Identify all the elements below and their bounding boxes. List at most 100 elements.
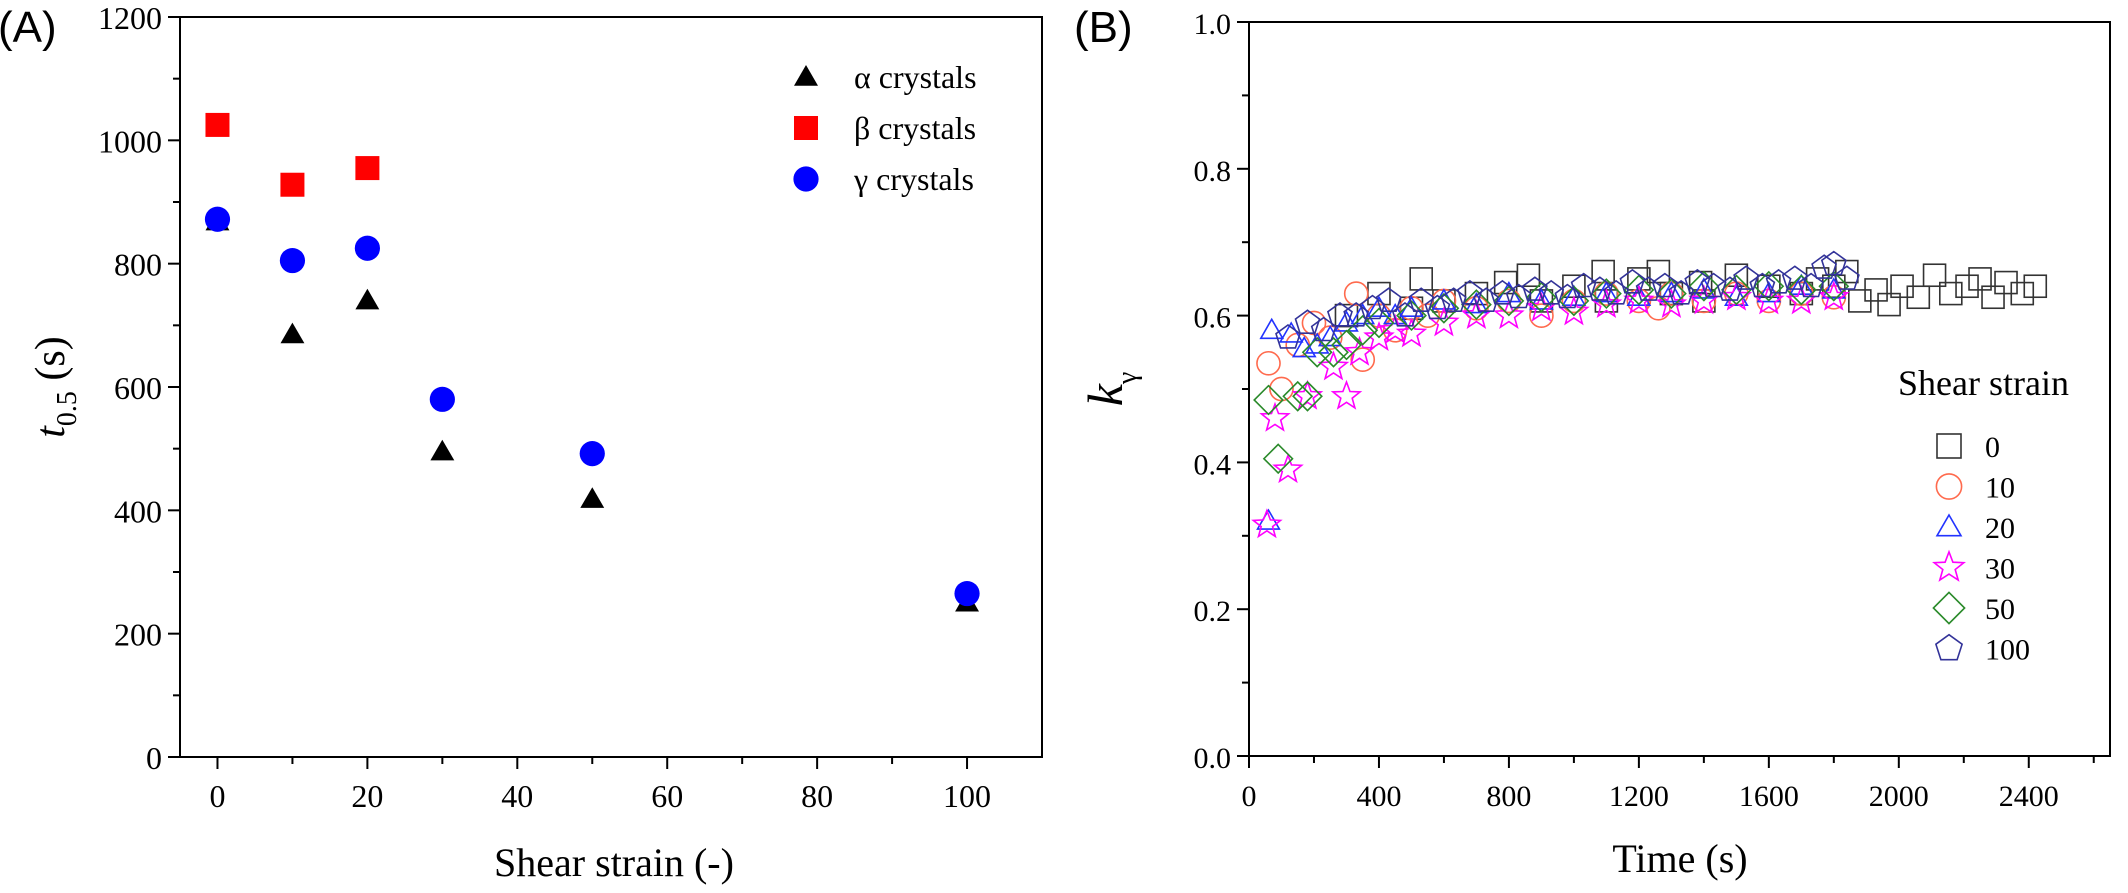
x-tick-label: 80 xyxy=(801,778,833,814)
x-tick-label: 100 xyxy=(943,778,991,814)
data-point xyxy=(354,235,380,261)
data-point xyxy=(1310,316,1337,342)
legend-label: 50 xyxy=(1985,593,2015,626)
data-point xyxy=(1765,268,1792,294)
legend-marker xyxy=(1935,513,1963,537)
data-point xyxy=(1635,276,1662,301)
legend-marker xyxy=(794,116,818,140)
data-point xyxy=(1820,250,1847,276)
data-point xyxy=(1798,272,1825,298)
legend-label: 100 xyxy=(1985,634,2030,667)
data-point xyxy=(204,206,231,232)
data-point xyxy=(579,441,605,467)
data-point xyxy=(1688,270,1720,302)
y-tick-label: 200 xyxy=(114,617,162,653)
data-point xyxy=(1409,267,1433,291)
panel-b-y-ticks: 0.0 0.2 0.4 0.6 0.8 1.0 xyxy=(1194,8,1249,775)
data-point xyxy=(1981,285,2005,310)
panel-b-legend: 0 10 20 30 50 100 xyxy=(1932,431,2030,667)
data-point xyxy=(355,288,380,310)
data-point xyxy=(1833,265,1860,290)
legend-marker xyxy=(1934,633,1964,661)
data-point xyxy=(1259,401,1291,432)
data-point xyxy=(1720,274,1752,306)
legend-item: 30 xyxy=(1932,549,2015,586)
data-point xyxy=(430,439,455,461)
data-point xyxy=(1603,279,1630,305)
x-tick-label: 20 xyxy=(351,778,383,814)
legend-marker xyxy=(1932,549,1966,582)
legend-marker xyxy=(1936,433,1962,459)
data-point xyxy=(1938,281,1963,306)
legend-label: 0 xyxy=(1985,431,2000,464)
data-point xyxy=(1525,281,1557,313)
data-point xyxy=(1505,283,1532,309)
data-point xyxy=(1391,302,1418,327)
series-1-points xyxy=(205,112,380,197)
data-point xyxy=(280,172,305,197)
legend-item: 50 xyxy=(1932,591,2015,626)
data-point xyxy=(1955,274,1979,299)
data-point xyxy=(1968,267,1992,291)
y-tick-label: 0.0 xyxy=(1194,742,1232,775)
data-point xyxy=(1456,279,1483,305)
data-point xyxy=(1294,309,1321,335)
data-point xyxy=(1275,324,1301,349)
x-tick-label: 400 xyxy=(1356,780,1401,813)
legend-label: 30 xyxy=(1985,553,2015,586)
panel-a-x-ticks: 0 20 40 60 80 100 xyxy=(209,757,991,814)
data-point xyxy=(1256,350,1281,376)
data-point xyxy=(1282,380,1314,412)
y-tick-label: 1.0 xyxy=(1194,8,1232,41)
data-point xyxy=(1789,273,1814,296)
data-point xyxy=(1818,270,1850,302)
data-point xyxy=(954,580,980,607)
data-point xyxy=(1749,272,1776,298)
panel-a-points xyxy=(204,112,980,612)
data-point xyxy=(1594,281,1619,303)
series-4-points xyxy=(1253,270,1850,475)
legend-label: 20 xyxy=(1985,512,2015,545)
data-point xyxy=(1473,287,1500,313)
data-point xyxy=(1251,508,1283,539)
legend-marker xyxy=(1932,591,1966,625)
data-point xyxy=(1646,259,1671,284)
data-point xyxy=(1811,254,1838,279)
data-point xyxy=(1292,380,1323,412)
legend-marker xyxy=(794,65,818,86)
panel-a-legend: α crystals β crystals γ crystals xyxy=(793,59,977,197)
x-tick-label: 1200 xyxy=(1609,780,1669,813)
data-point xyxy=(1529,303,1554,328)
panel-b-label: (B) xyxy=(1074,3,1133,52)
y-tick-label: 0.4 xyxy=(1194,448,1232,481)
y-tick-label: 800 xyxy=(114,247,162,283)
legend-item: α crystals xyxy=(794,59,977,95)
data-point xyxy=(1590,278,1622,310)
data-point xyxy=(1623,274,1655,306)
data-point xyxy=(1317,324,1343,347)
x-tick-label: 2400 xyxy=(1999,780,2059,813)
y-tick-label: 600 xyxy=(114,370,162,406)
x-tick-label: 800 xyxy=(1486,780,1531,813)
data-point xyxy=(1655,278,1687,310)
data-point xyxy=(1659,280,1684,303)
data-point xyxy=(580,487,605,508)
data-point xyxy=(1864,278,1888,302)
series-0-points xyxy=(205,209,979,612)
data-point xyxy=(1259,317,1285,340)
data-point xyxy=(1440,287,1467,313)
legend-item: 0 xyxy=(1936,431,2000,464)
data-point xyxy=(1343,281,1369,306)
data-point xyxy=(1278,321,1304,343)
data-point xyxy=(1318,336,1349,368)
data-point xyxy=(1272,453,1304,484)
panel-b: (B) 0 400 800 1200 1600 2000 2400 0.0 0.2 0.4 0.6… xyxy=(1074,3,2111,881)
x-tick-label: 40 xyxy=(501,778,533,814)
series-5-points xyxy=(1275,250,1860,349)
data-point xyxy=(1716,276,1743,301)
data-point xyxy=(1428,292,1460,324)
data-point xyxy=(279,247,306,274)
series-1-points xyxy=(1256,281,1847,402)
y-tick-label: 400 xyxy=(114,493,162,529)
series-3-points xyxy=(1251,280,1850,539)
